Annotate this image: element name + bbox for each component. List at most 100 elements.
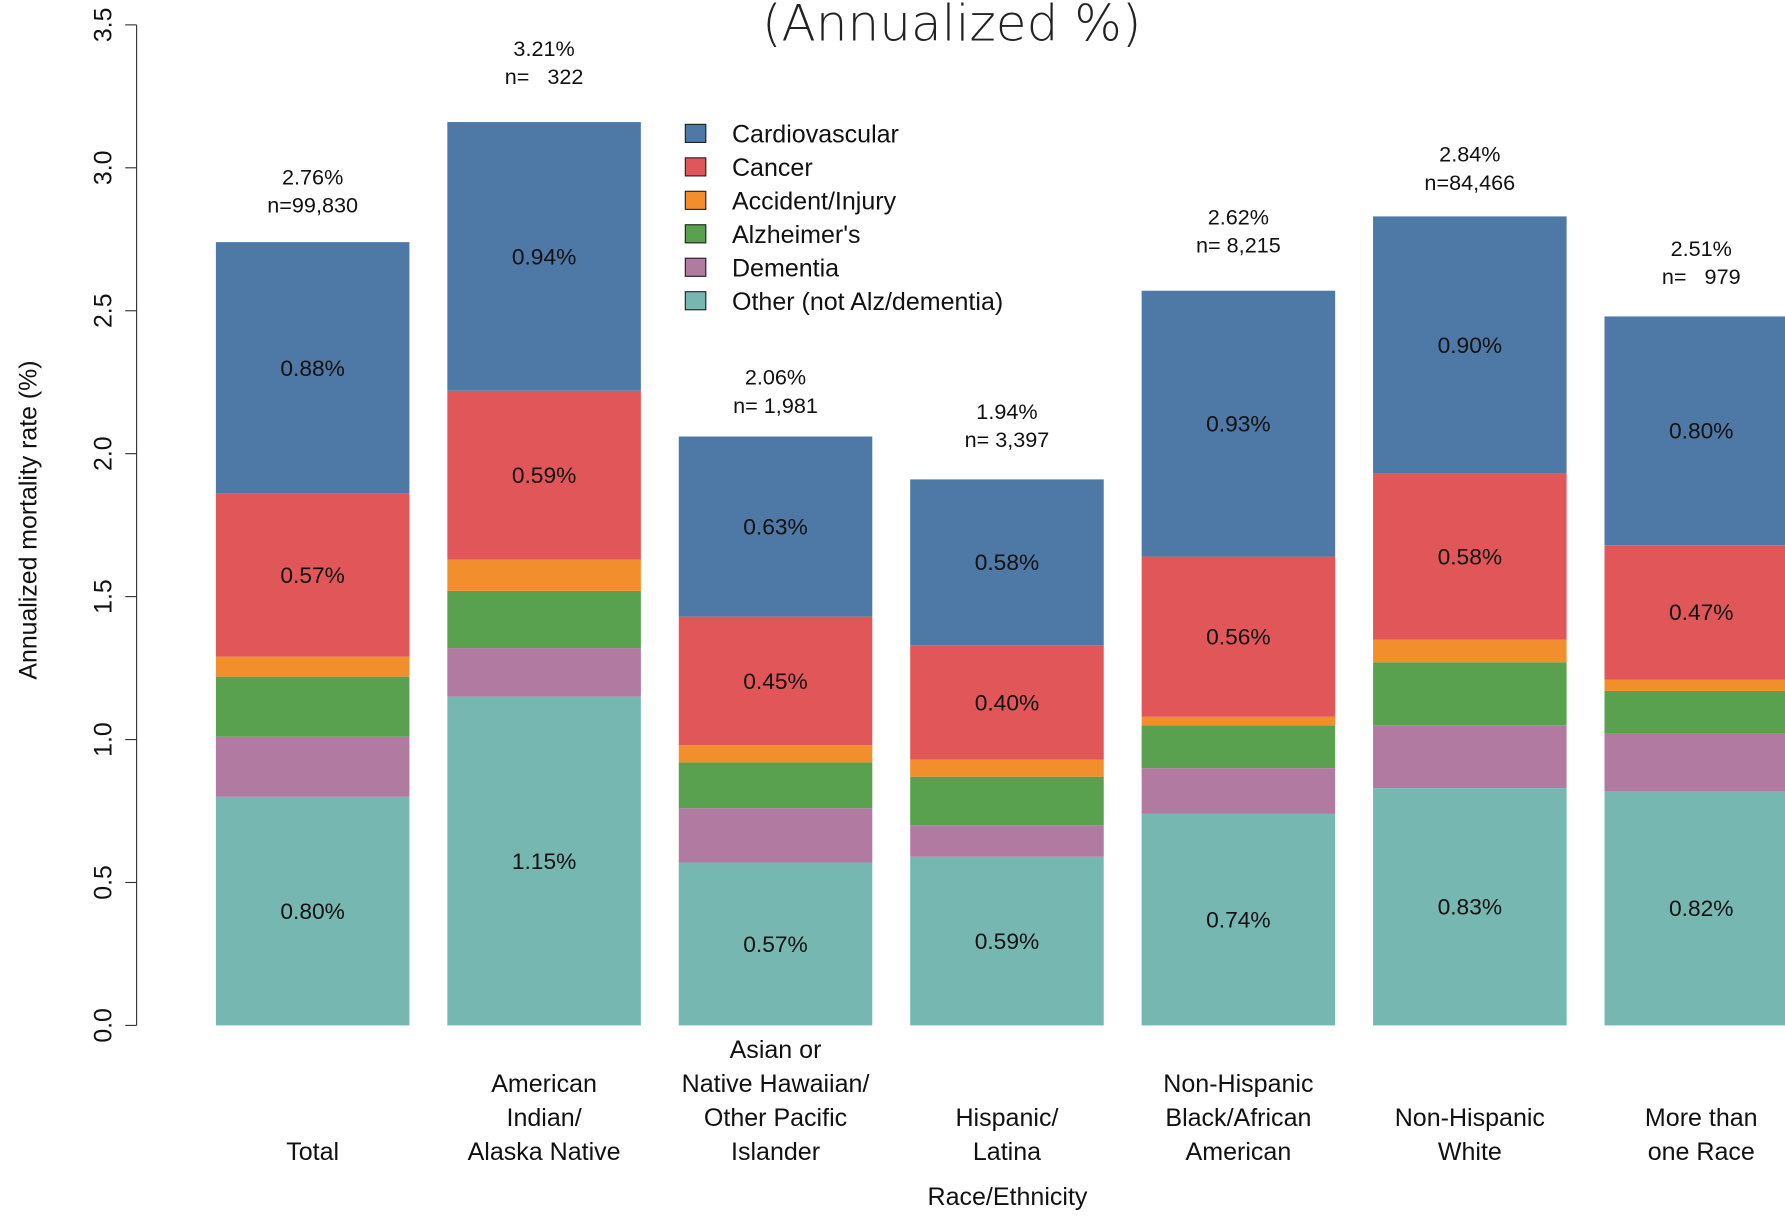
value-label: 0.40% — [975, 689, 1040, 715]
total-label: 2.62% — [1208, 205, 1269, 230]
legend-swatch — [684, 224, 707, 244]
y-tick-label: 0.5 — [89, 865, 117, 900]
value-label: 0.63% — [743, 514, 808, 540]
bar-segment — [215, 736, 410, 797]
x-tick-label: Latina — [973, 1138, 1041, 1166]
value-label: 0.94% — [512, 243, 577, 269]
bar-segment — [447, 590, 641, 649]
value-label: 0.45% — [743, 668, 808, 694]
bar-segment — [1373, 725, 1567, 789]
x-tick-label: Native Hawaiian/ — [682, 1070, 870, 1098]
x-tick-label: American — [1186, 1138, 1292, 1166]
bar-segment — [1141, 768, 1336, 814]
x-tick-label: Black/African — [1165, 1104, 1311, 1132]
n-label: n=99,830 — [267, 193, 358, 218]
legend-swatch — [684, 157, 707, 177]
value-label: 0.58% — [1438, 544, 1503, 570]
x-tick-label: Total — [286, 1138, 339, 1166]
bar-segment — [1604, 679, 1785, 691]
legend-label: Accident/Injury — [732, 187, 897, 215]
value-label: 0.88% — [280, 355, 345, 381]
x-tick-label: American — [491, 1070, 597, 1098]
y-tick-label: 2.0 — [89, 436, 117, 471]
value-label: 0.83% — [1438, 894, 1503, 920]
value-label: 0.59% — [975, 928, 1040, 954]
bar-segment — [910, 645, 1104, 760]
bar-segment — [1373, 639, 1567, 663]
bar-segment — [678, 808, 873, 863]
x-tick-label: one Race — [1648, 1138, 1755, 1166]
value-label: 1.15% — [512, 848, 577, 874]
n-label: n= 322 — [505, 64, 584, 89]
legend-swatch — [684, 291, 707, 311]
bar-segment — [910, 825, 1104, 857]
x-tick-label: Indian/ — [507, 1104, 582, 1132]
y-tick-label: 2.5 — [89, 293, 117, 328]
bar-segment — [447, 559, 641, 591]
bar-segment — [1604, 791, 1785, 1026]
bar-segment — [1604, 690, 1785, 734]
y-tick-label: 1.5 — [89, 579, 117, 614]
value-label: 0.56% — [1206, 624, 1271, 650]
n-label: n= 1,981 — [733, 393, 818, 418]
bar-segment — [215, 656, 410, 677]
bar-segment — [678, 862, 873, 1026]
bar-segment — [1141, 290, 1336, 557]
bar-segment — [1604, 733, 1785, 792]
total-label: 2.76% — [282, 164, 343, 189]
n-label: n= 8,215 — [1196, 233, 1281, 258]
total-label: 2.84% — [1439, 142, 1500, 167]
bar-segment — [1373, 216, 1567, 474]
bar-segment — [678, 745, 873, 763]
n-label: n= 3,397 — [965, 427, 1050, 452]
x-tick-label: More than — [1645, 1104, 1758, 1132]
total-label: 1.94% — [976, 399, 1037, 424]
x-tick-label: White — [1438, 1138, 1502, 1166]
value-label: 0.57% — [743, 931, 808, 957]
bar-segment — [1604, 316, 1785, 546]
value-label: 0.80% — [280, 898, 345, 924]
bar-segment — [215, 242, 410, 494]
value-label: 0.58% — [975, 549, 1040, 575]
bar-segment — [215, 796, 410, 1026]
x-tick-label: Alaska Native — [468, 1138, 621, 1166]
x-tick-label: Asian or — [730, 1036, 822, 1064]
bar-segment — [1373, 662, 1567, 726]
value-label: 0.59% — [512, 462, 577, 488]
bar-segment — [447, 390, 641, 560]
bar-segment — [1373, 788, 1567, 1026]
value-label: 0.82% — [1669, 895, 1734, 921]
bar-segment — [678, 762, 873, 809]
bar-segment — [215, 493, 410, 657]
bar-segment — [1141, 813, 1336, 1026]
bar-segment — [447, 696, 641, 1026]
y-tick-label: 1.0 — [89, 722, 117, 757]
bar-segment — [910, 776, 1104, 826]
value-label: 0.47% — [1669, 599, 1734, 625]
legend-swatch — [684, 190, 707, 210]
x-tick-label: Non-Hispanic — [1395, 1104, 1545, 1132]
x-axis-label: Race/Ethnicity — [928, 1183, 1088, 1211]
y-tick-label: 3.0 — [89, 151, 117, 186]
x-tick-label: Other Pacific — [704, 1104, 847, 1132]
bar-segment — [215, 676, 410, 737]
y-axis-label: Annualized mortality rate (%) — [14, 361, 42, 680]
bar-segment — [447, 648, 641, 697]
value-label: 0.80% — [1669, 418, 1734, 444]
x-tick-label: Non-Hispanic — [1163, 1070, 1313, 1098]
legend-label: Dementia — [732, 254, 839, 282]
bar-segment — [1141, 556, 1336, 717]
legend-swatch — [684, 257, 707, 277]
y-tick-label: 3.5 — [89, 8, 117, 43]
bar-segment — [910, 759, 1104, 777]
value-label: 0.74% — [1206, 907, 1271, 933]
value-label: 0.90% — [1438, 332, 1503, 358]
n-label: n=84,466 — [1424, 170, 1515, 195]
legend-label: Cardiovascular — [732, 121, 899, 149]
bar-segment — [1373, 473, 1567, 640]
legend-swatch — [684, 123, 707, 144]
bar-segment — [910, 479, 1104, 646]
total-label: 2.51% — [1671, 236, 1732, 261]
x-tick-label: Islander — [731, 1138, 820, 1166]
legend-label: Cancer — [732, 154, 813, 182]
